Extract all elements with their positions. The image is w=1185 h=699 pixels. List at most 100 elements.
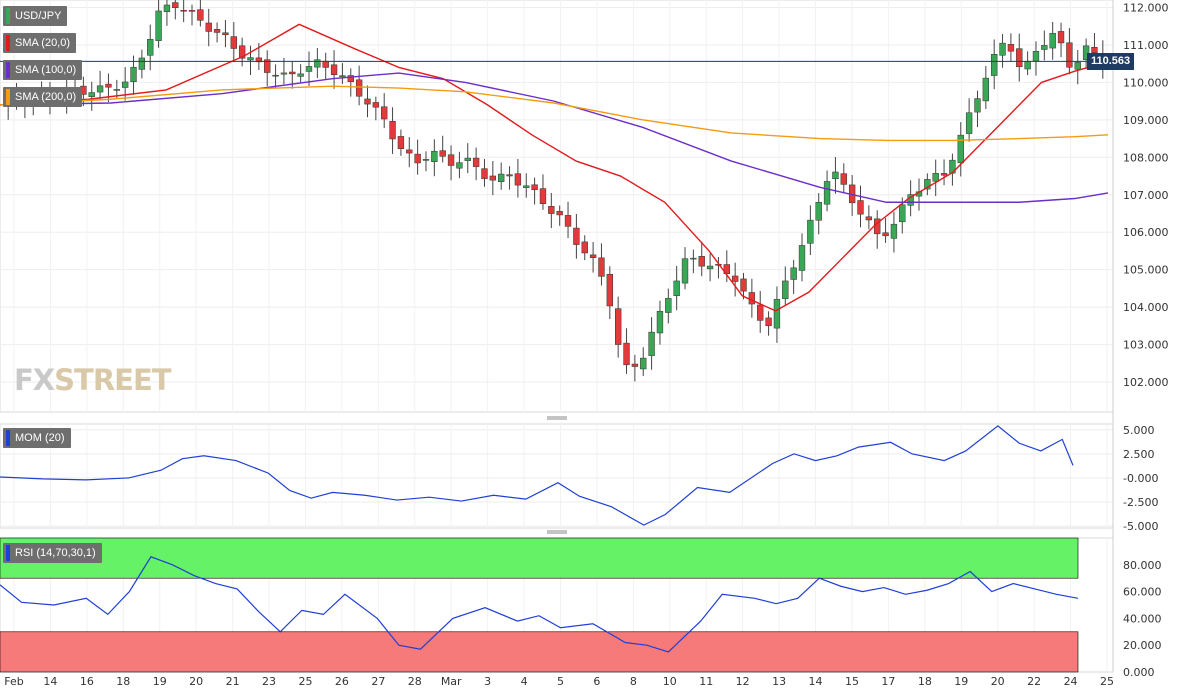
y-tick-main: 104.000 bbox=[1123, 301, 1169, 314]
candle bbox=[857, 200, 864, 215]
candle bbox=[823, 181, 831, 205]
candle bbox=[372, 102, 380, 108]
x-tick: 27 bbox=[371, 675, 385, 688]
x-tick: 10 bbox=[663, 675, 677, 688]
x-tick: 19 bbox=[153, 675, 167, 688]
candle bbox=[1016, 48, 1023, 67]
candle bbox=[280, 72, 288, 75]
candle bbox=[1041, 45, 1048, 50]
x-tick: 16 bbox=[80, 675, 94, 688]
legend-sma100[interactable]: SMA (100,0) bbox=[3, 60, 83, 80]
candle bbox=[314, 59, 321, 68]
candle bbox=[698, 256, 705, 267]
candle bbox=[790, 267, 797, 280]
legend-sma100-label: SMA (100,0) bbox=[15, 64, 77, 76]
candle bbox=[272, 74, 279, 77]
candle bbox=[498, 173, 505, 182]
candle bbox=[506, 174, 513, 177]
y-tick-main: 112.000 bbox=[1123, 1, 1169, 14]
x-tick: 6 bbox=[593, 675, 600, 688]
x-tick: 24 bbox=[1064, 675, 1078, 688]
candle bbox=[1049, 33, 1056, 49]
rsi-overbought-zone bbox=[0, 537, 1079, 579]
candle bbox=[1032, 50, 1040, 62]
x-tick: 23 bbox=[262, 675, 276, 688]
candle bbox=[238, 45, 246, 59]
candle bbox=[807, 219, 814, 244]
candle bbox=[397, 136, 405, 149]
y-tick-main: 105.000 bbox=[1123, 264, 1169, 277]
candle bbox=[347, 75, 354, 82]
candle bbox=[364, 98, 371, 105]
candle bbox=[163, 4, 171, 12]
x-tick: 20 bbox=[991, 675, 1005, 688]
candle bbox=[865, 216, 873, 221]
candle bbox=[330, 64, 338, 75]
candle bbox=[155, 10, 162, 41]
x-tick: 22 bbox=[1027, 675, 1041, 688]
y-tick-rsi: 20.000 bbox=[1123, 639, 1162, 652]
candle bbox=[88, 92, 95, 97]
candle bbox=[264, 59, 271, 73]
candle bbox=[489, 175, 497, 181]
x-tick: 26 bbox=[335, 675, 349, 688]
candle bbox=[439, 150, 446, 157]
legend-mom[interactable]: MOM (20) bbox=[3, 428, 71, 448]
candle bbox=[899, 204, 906, 223]
candle bbox=[1066, 42, 1073, 68]
x-tick: 12 bbox=[736, 675, 750, 688]
y-tick-mom: 2.500 bbox=[1123, 448, 1155, 461]
candle bbox=[991, 54, 998, 76]
rsi-oversold-zone bbox=[0, 631, 1079, 673]
candle bbox=[1082, 45, 1090, 60]
candle bbox=[564, 215, 572, 227]
candle bbox=[765, 317, 772, 326]
candle bbox=[690, 257, 697, 260]
candle bbox=[940, 173, 948, 176]
candle bbox=[197, 9, 204, 21]
candle bbox=[1057, 31, 1065, 44]
legend-swatch-sma20 bbox=[6, 35, 10, 51]
legend-rsi[interactable]: RSI (14,70,30,1) bbox=[3, 543, 102, 563]
x-tick: Feb bbox=[4, 675, 23, 688]
y-tick-main: 111.000 bbox=[1123, 39, 1169, 52]
y-tick-main: 106.000 bbox=[1123, 226, 1169, 239]
candle bbox=[957, 134, 964, 164]
candle bbox=[932, 173, 939, 182]
candle bbox=[982, 77, 990, 102]
legend-swatch-rsi bbox=[6, 545, 10, 561]
legend-sma20[interactable]: SMA (20,0) bbox=[3, 33, 77, 53]
candle bbox=[965, 112, 973, 134]
x-tick: 18 bbox=[918, 675, 932, 688]
y-tick-mom: -0.000 bbox=[1123, 472, 1158, 485]
candle bbox=[1074, 62, 1081, 70]
legend-sma200[interactable]: SMA (200,0) bbox=[3, 87, 83, 107]
candle bbox=[381, 106, 388, 120]
candle bbox=[289, 71, 296, 75]
candle bbox=[673, 280, 680, 296]
y-tick-mom: -2.500 bbox=[1123, 496, 1158, 509]
candle bbox=[188, 10, 196, 12]
candle bbox=[130, 67, 137, 83]
candle bbox=[798, 245, 806, 271]
legend-sma20-label: SMA (20,0) bbox=[15, 37, 71, 49]
candle bbox=[322, 60, 329, 68]
candle bbox=[355, 79, 363, 97]
candle bbox=[431, 150, 438, 162]
legend-rsi-label: RSI (14,70,30,1) bbox=[15, 547, 96, 559]
legend-symbol[interactable]: USD/JPY bbox=[3, 6, 68, 26]
candle bbox=[656, 310, 664, 334]
candle bbox=[1091, 47, 1098, 53]
candle bbox=[731, 275, 739, 282]
pane-mom bbox=[0, 423, 1114, 529]
candle bbox=[773, 299, 781, 329]
candle bbox=[598, 257, 605, 277]
candle bbox=[606, 274, 613, 307]
candle bbox=[105, 83, 112, 88]
candle bbox=[648, 331, 655, 356]
candle bbox=[556, 211, 563, 216]
candle bbox=[514, 173, 522, 186]
candle bbox=[138, 57, 146, 70]
